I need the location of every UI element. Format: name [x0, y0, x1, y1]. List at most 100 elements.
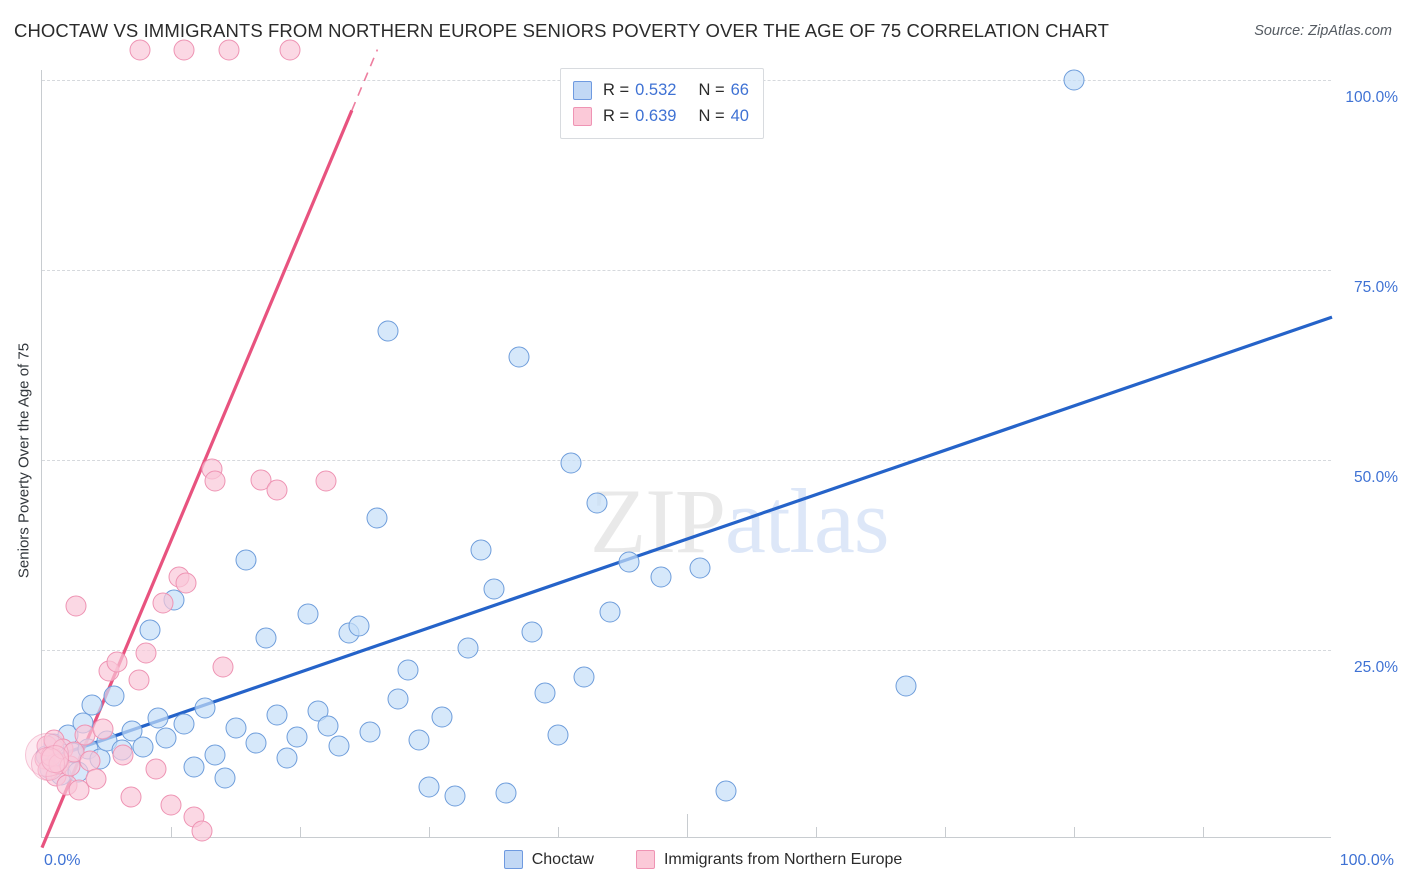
data-point[interactable] [279, 39, 301, 61]
data-point[interactable] [132, 736, 154, 758]
x-axis-tick [558, 827, 559, 838]
data-point[interactable] [135, 642, 157, 664]
data-point[interactable] [573, 666, 595, 688]
x-axis-tick [171, 827, 172, 838]
data-point[interactable] [560, 452, 582, 474]
data-point[interactable] [431, 706, 453, 728]
data-point[interactable] [377, 320, 399, 342]
data-point[interactable] [266, 479, 288, 501]
data-point[interactable] [895, 675, 917, 697]
trendline-dashed [351, 49, 379, 111]
data-point[interactable] [183, 756, 205, 778]
data-point[interactable] [204, 744, 226, 766]
data-point[interactable] [191, 820, 213, 842]
data-point[interactable] [418, 776, 440, 798]
data-point[interactable] [68, 779, 90, 801]
data-point[interactable] [534, 682, 556, 704]
r-value: 0.639 [635, 106, 677, 125]
correlation-legend-row: R = 0.639 N = 40 [573, 103, 749, 129]
data-point[interactable] [235, 549, 257, 571]
data-point[interactable] [387, 688, 409, 710]
data-point[interactable] [521, 621, 543, 643]
data-point[interactable] [348, 615, 370, 637]
data-point[interactable] [145, 758, 167, 780]
data-point[interactable] [112, 744, 134, 766]
data-point[interactable] [650, 566, 672, 588]
data-point[interactable] [297, 603, 319, 625]
gridline-50 [42, 460, 1331, 461]
data-point[interactable] [65, 595, 87, 617]
y-axis-title: Seniors Poverty Over the Age of 75 [15, 342, 33, 579]
series-legend-item-choctaw[interactable]: Choctaw [503, 850, 594, 869]
data-point[interactable] [715, 780, 737, 802]
data-point[interactable] [81, 694, 103, 716]
data-point[interactable] [147, 707, 169, 729]
n-value: 66 [730, 80, 749, 99]
data-point[interactable] [128, 669, 150, 691]
data-point[interactable] [218, 39, 240, 61]
data-point[interactable] [444, 785, 466, 807]
data-point[interactable] [85, 768, 107, 790]
data-point-cluster[interactable] [40, 745, 69, 774]
data-point[interactable] [470, 539, 492, 561]
y-axis-tick-label: 75.0% [1354, 279, 1398, 296]
data-point[interactable] [106, 651, 128, 673]
data-point[interactable] [212, 656, 234, 678]
y-axis-tick-label: 100.0% [1345, 89, 1398, 106]
data-point[interactable] [397, 659, 419, 681]
data-point[interactable] [266, 704, 288, 726]
data-point[interactable] [328, 735, 350, 757]
page-title: CHOCTAW VS IMMIGRANTS FROM NORTHERN EURO… [14, 20, 1109, 41]
gridline-75 [42, 270, 1331, 271]
data-point[interactable] [408, 729, 430, 751]
data-point[interactable] [276, 747, 298, 769]
data-point[interactable] [92, 718, 114, 740]
data-point[interactable] [155, 727, 177, 749]
data-point[interactable] [618, 551, 640, 573]
data-point[interactable] [547, 724, 569, 746]
data-point[interactable] [359, 721, 381, 743]
data-point[interactable] [225, 717, 246, 739]
data-point[interactable] [317, 715, 339, 737]
data-point[interactable] [214, 767, 236, 789]
data-point[interactable] [121, 720, 143, 742]
data-point[interactable] [173, 39, 195, 61]
data-point[interactable] [599, 601, 621, 623]
data-point[interactable] [152, 592, 174, 614]
data-point[interactable] [173, 713, 195, 735]
data-point[interactable] [366, 507, 388, 529]
series-legend-item-immigrants[interactable]: Immigrants from Northern Europe [635, 850, 903, 869]
n-label: N = [698, 106, 725, 125]
data-point[interactable] [483, 578, 504, 600]
data-point[interactable] [139, 619, 161, 641]
data-point[interactable] [586, 492, 608, 514]
data-point[interactable] [255, 627, 277, 649]
data-point[interactable] [508, 346, 530, 368]
data-point[interactable] [129, 39, 151, 61]
data-point[interactable] [1063, 69, 1085, 91]
x-axis-tick [687, 814, 688, 838]
r-value: 0.532 [635, 80, 677, 99]
gridline-25 [42, 650, 1331, 651]
x-axis-tick [300, 827, 301, 838]
x-axis-tick [945, 827, 946, 838]
data-point[interactable] [160, 794, 182, 816]
data-point[interactable] [120, 786, 142, 808]
series-label: Choctaw [531, 850, 594, 868]
data-point[interactable] [204, 470, 226, 492]
series-label: Immigrants from Northern Europe [663, 850, 903, 868]
data-point[interactable] [689, 557, 711, 579]
data-point[interactable] [286, 726, 308, 748]
data-point[interactable] [495, 782, 517, 804]
series-swatch [503, 850, 523, 869]
data-point[interactable] [194, 697, 216, 719]
x-axis-tick [1203, 827, 1204, 838]
y-axis-tick-label: 25.0% [1354, 659, 1398, 676]
data-point[interactable] [175, 572, 197, 594]
correlation-legend-row: R = 0.532 N = 66 [573, 77, 749, 103]
data-point[interactable] [103, 685, 125, 707]
data-point[interactable] [457, 637, 479, 659]
data-point[interactable] [245, 732, 267, 754]
data-point[interactable] [315, 470, 337, 492]
